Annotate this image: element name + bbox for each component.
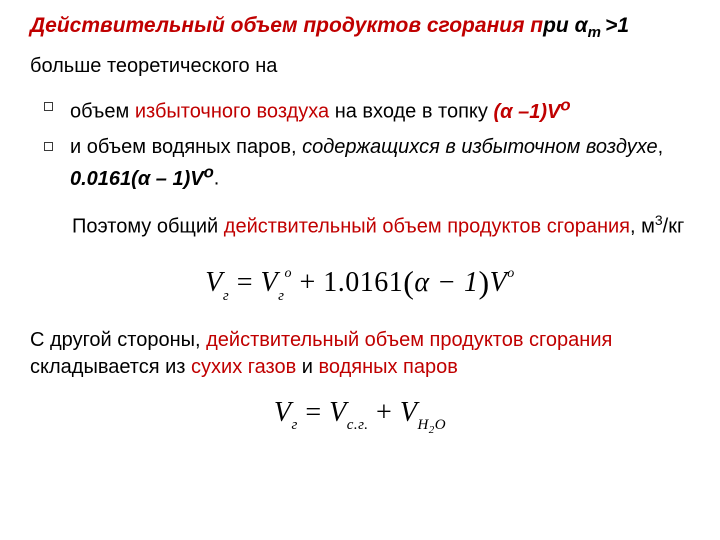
title-black-2: >1 [605,14,629,37]
bullet-2: и объем водяных паров, содержащихся в из… [44,134,690,193]
para1-a: Поэтому общий [72,215,224,237]
bullet1-text-c: на входе в топку [329,101,493,123]
slide-content: Действительный объем продуктов сгорания … [0,0,720,444]
bullet2-text-c: , [658,136,664,158]
subline: больше теоретического на [30,55,690,78]
para2-e: и [296,356,318,378]
bullet1-formula: (α –1)Vо [493,101,570,123]
bullet2-dot: . [214,168,220,190]
equation-1: Vг = Vго + 1.0161(α − 1)Vо [205,262,515,303]
para2-c: складывается из [30,356,191,378]
slide-title: Действительный объем продуктов сгорания … [30,14,690,41]
para2-b: действительный объем продуктов сгорания [206,329,612,351]
bullet1-text-a: объем [70,101,135,123]
equation-2-block: Vг = Vс.г. + VH2O [30,397,690,435]
paragraph-2: С другой стороны, действительный объем п… [30,327,690,381]
para2-a: С другой стороны, [30,329,206,351]
para1-b: действительный объем продуктов сгорания [224,215,630,237]
para1-d: /кг [663,215,685,237]
paragraph-1: Поэтому общий действительный объем проду… [44,211,690,241]
bullet2-text-a: и объем водяных паров, [70,136,302,158]
bullet-list: объем избыточного воздуха на входе в топ… [44,94,690,192]
para1-sup: 3 [655,212,663,228]
bullet2-text-b: содержащихся в избыточном воздухе [302,136,658,158]
bullet-1: объем избыточного воздуха на входе в топ… [44,94,690,126]
title-red-part: Действительный объем продуктов сгорания … [30,14,543,37]
para2-f: водяных паров [319,356,458,378]
para1-c: , м [630,215,655,237]
bullet2-formula: 0.0161(α – 1)Vо [70,168,214,190]
equation-2: Vг = Vс.г. + VH2O [274,397,446,435]
title-black-1: ри α [543,14,588,37]
title-subscript: т [588,24,606,41]
bullet1-text-b: избыточного воздуха [135,101,329,123]
equation-1-block: Vг = Vго + 1.0161(α − 1)Vо [30,262,690,303]
para2-d: сухих газов [191,356,296,378]
